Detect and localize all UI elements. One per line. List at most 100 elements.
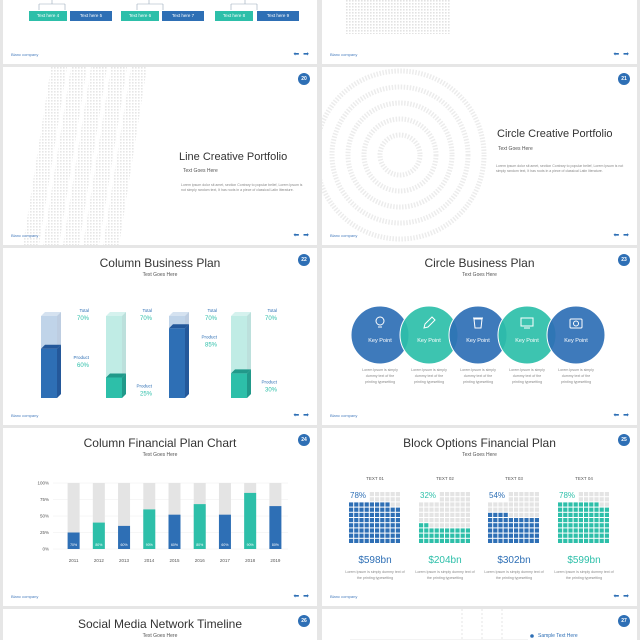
block-cell <box>369 518 374 523</box>
block-cell <box>455 518 460 523</box>
block-caption: Lorem Ipsum is simply dummy text of <box>554 570 613 574</box>
block-cell <box>385 523 390 528</box>
block-cell <box>493 507 498 512</box>
block-cell <box>503 512 508 517</box>
slide-20[interactable]: 20 Line Creative Portfolio Text Goes Her… <box>3 67 317 245</box>
block-cell <box>508 497 513 502</box>
block-cell <box>390 497 395 502</box>
block-cell <box>419 518 424 523</box>
block-cell <box>594 502 599 507</box>
block-caption: the printing typesetting <box>427 576 463 580</box>
block-cell <box>395 533 400 538</box>
slide-24[interactable]: 24 Column Financial Plan Chart Text Goes… <box>3 428 317 606</box>
block-cell <box>455 512 460 517</box>
company-footer: Blanc company <box>11 52 39 57</box>
key-point-label: Key Point <box>515 338 539 344</box>
y-tick-label: 25% <box>40 530 49 535</box>
block-cell <box>503 507 508 512</box>
block-option-2: TEXT 02 32% $204bn Lorem Ipsum is simply du… <box>415 476 474 580</box>
block-cell <box>594 533 599 538</box>
key-point-caption: printing typesetting <box>414 380 444 384</box>
block-cell <box>573 538 578 543</box>
block-cell <box>450 538 455 543</box>
key-point-caption: Lorem Ipsum is simply <box>509 368 545 372</box>
block-cell <box>385 518 390 523</box>
nav-arrows[interactable]: ⬅ ➡ <box>293 412 310 419</box>
nav-arrows[interactable]: ⬅ ➡ <box>613 232 630 239</box>
block-cell <box>508 507 513 512</box>
x-tick-label: 2019 <box>270 558 281 563</box>
total-value: 70% <box>77 316 90 322</box>
slide-23[interactable]: 23 Circle Business Plan Text Goes Here K… <box>322 248 637 425</box>
block-cell <box>354 533 359 538</box>
slide-21[interactable]: 21 Circle Creative Portfolio Text Goes H… <box>322 67 637 245</box>
column-total-top <box>106 312 126 316</box>
total-label: Total <box>207 308 217 313</box>
product-label: Product <box>261 379 277 384</box>
slide-subtitle: Text Goes Here <box>142 633 178 639</box>
camera-lens <box>573 320 579 327</box>
block-cell <box>439 502 444 507</box>
data-label: 60% <box>221 543 228 547</box>
block-cell <box>604 538 609 543</box>
block-cell <box>375 507 380 512</box>
data-label: 90% <box>146 543 153 547</box>
block-cell <box>563 538 568 543</box>
key-point-label: Key Point <box>417 338 441 344</box>
slide-26[interactable]: 26 Social Media Network Timeline Text Go… <box>3 609 317 640</box>
block-cell <box>390 533 395 538</box>
org-box-7: Text here 7 <box>162 11 204 21</box>
column-product-side <box>122 373 126 398</box>
block-cell <box>558 502 563 507</box>
block-cell <box>439 507 444 512</box>
block-cell <box>390 492 395 497</box>
block-cell <box>514 502 519 507</box>
slide-title: Column Financial Plan Chart <box>83 436 237 450</box>
slide-number: 23 <box>618 254 630 266</box>
block-cell <box>493 512 498 517</box>
slide-22[interactable]: 22 Column Business Plan Text Goes Here T… <box>3 248 317 425</box>
block-cell <box>445 518 450 523</box>
block-cell <box>524 502 529 507</box>
block-cell <box>395 507 400 512</box>
slide-subtitle: Text Goes Here <box>462 452 497 458</box>
block-cell <box>568 533 573 538</box>
block-cell <box>529 523 534 528</box>
block-caption: the printing typesetting <box>566 576 602 580</box>
key-point-5: Key Point Lorem Ipsum is simply dummy text… <box>546 305 606 384</box>
block-cell <box>395 538 400 543</box>
block-cell <box>434 533 439 538</box>
block-amount: $598bn <box>358 555 391 566</box>
nav-arrows[interactable]: ⬅ ➡ <box>293 51 310 58</box>
block-cell <box>429 507 434 512</box>
block-cell <box>434 507 439 512</box>
block-label: TEXT 02 <box>436 476 454 481</box>
nav-arrows[interactable]: ⬅ ➡ <box>293 232 310 239</box>
slide-grid-pattern[interactable]: Blanc company ⬅ ➡ <box>322 0 637 64</box>
block-cell <box>488 502 493 507</box>
block-cell <box>460 538 465 543</box>
block-cell <box>395 512 400 517</box>
slide-19[interactable]: Text here 4 Text here 5 Text here 6 Text… <box>3 0 317 64</box>
block-cell <box>460 497 465 502</box>
bar <box>143 509 156 549</box>
block-cell <box>460 492 465 497</box>
block-cell <box>524 533 529 538</box>
nav-arrows[interactable]: ⬅ ➡ <box>293 593 310 600</box>
block-cell <box>390 502 395 507</box>
nav-arrows[interactable]: ⬅ ➡ <box>613 593 630 600</box>
block-cell <box>445 528 450 533</box>
block-cell <box>493 533 498 538</box>
block-cell <box>375 518 380 523</box>
key-point-caption: dummy text of the <box>366 374 395 378</box>
block-cell <box>599 502 604 507</box>
block-cell <box>604 523 609 528</box>
block-cell <box>498 512 503 517</box>
block-cell <box>534 528 539 533</box>
block-cell <box>450 528 455 533</box>
slide-27[interactable]: 27 Sample Text Here <box>322 609 637 640</box>
slide-25[interactable]: 25 Block Options Financial Plan Text Goe… <box>322 428 637 606</box>
nav-arrows[interactable]: ⬅ ➡ <box>613 412 630 419</box>
nav-arrows[interactable]: ⬅ ➡ <box>613 51 630 58</box>
block-cell <box>519 492 524 497</box>
